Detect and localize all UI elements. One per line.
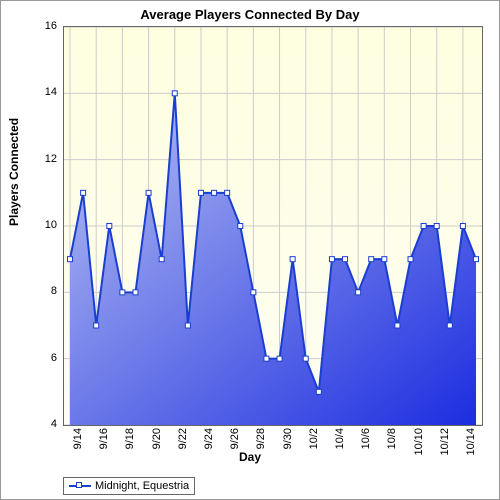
- plot-svg: [64, 27, 482, 425]
- legend-marker: [76, 482, 82, 488]
- y-tick: 6: [51, 352, 57, 364]
- y-axis-label: Players Connected: [7, 118, 21, 226]
- legend-label: Midnight, Equestria: [95, 480, 189, 492]
- y-tick: 16: [45, 20, 57, 32]
- y-tick: 12: [45, 153, 57, 165]
- legend: Midnight, Equestria: [63, 477, 195, 495]
- y-tick: 8: [51, 285, 57, 297]
- y-tick: 10: [45, 219, 57, 231]
- y-tick: 4: [51, 418, 57, 430]
- chart-title: Average Players Connected By Day: [1, 7, 499, 22]
- plot-area: [63, 26, 483, 426]
- legend-swatch: [69, 481, 91, 491]
- x-axis-label: Day: [1, 450, 499, 464]
- y-tick: 14: [45, 86, 57, 98]
- chart-container: Average Players Connected By Day Players…: [0, 0, 500, 500]
